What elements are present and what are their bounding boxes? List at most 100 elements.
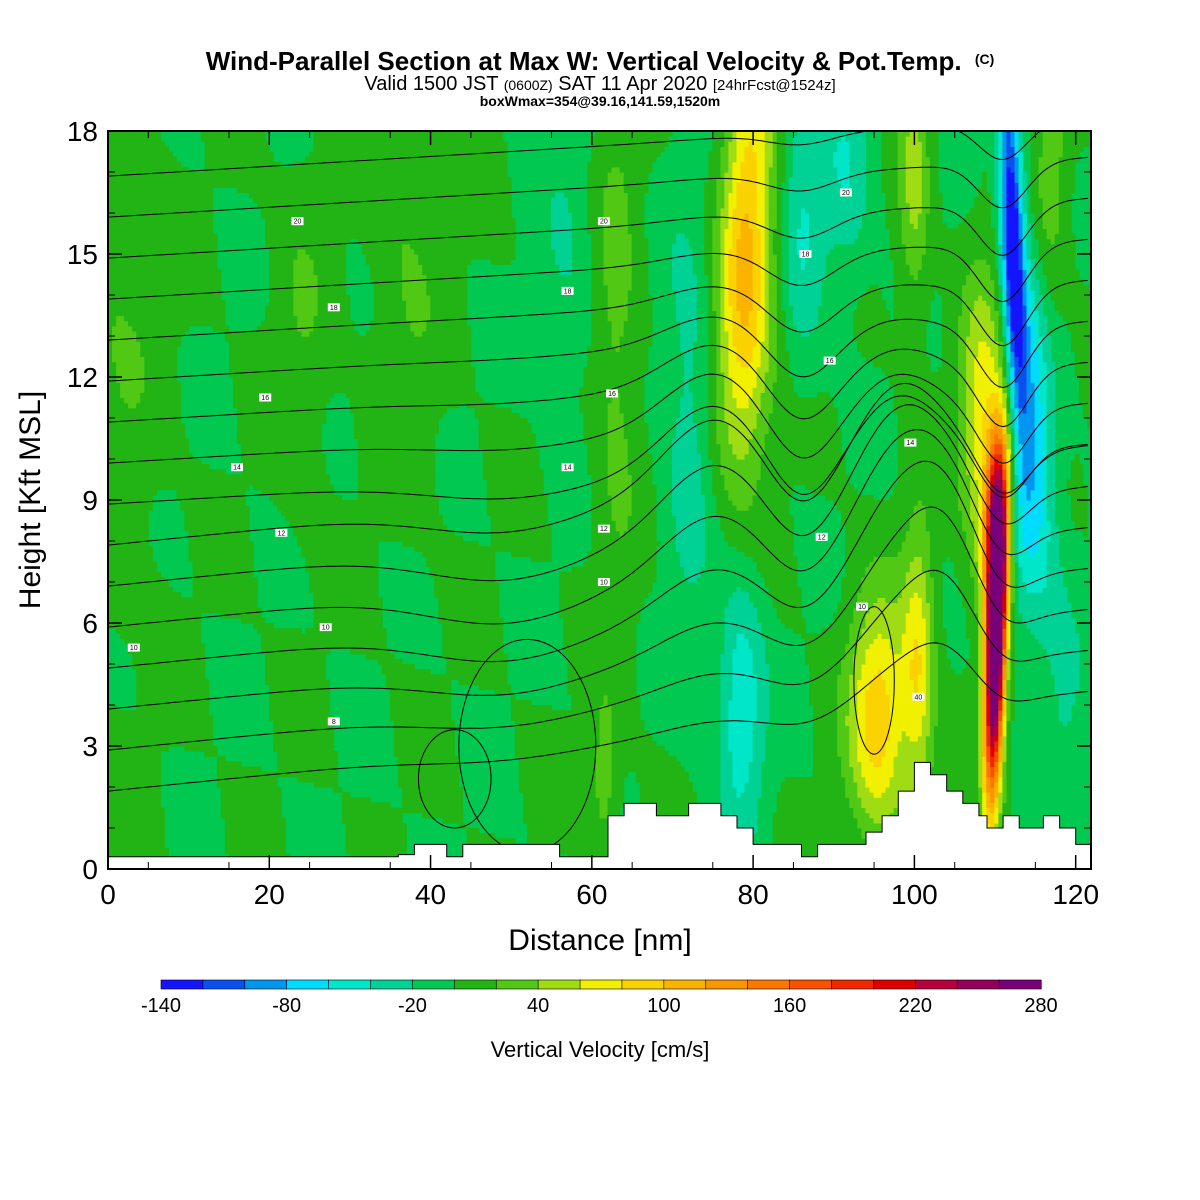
theta-contour — [108, 429, 1088, 628]
w-cell — [998, 807, 1003, 814]
w-cell — [353, 412, 443, 419]
w-cell — [998, 259, 1003, 265]
w-cell — [285, 515, 443, 522]
w-cell — [990, 520, 1003, 527]
w-cell — [1042, 351, 1052, 358]
w-cell — [809, 664, 842, 670]
w-cell — [458, 679, 508, 686]
w-cell — [752, 300, 762, 306]
w-cell — [297, 320, 314, 327]
w-cell — [313, 320, 355, 327]
w-cell — [720, 218, 730, 224]
w-cell — [1006, 597, 1011, 604]
w-cell — [611, 325, 625, 332]
y-tick-label: 0 — [82, 854, 98, 885]
w-cell — [845, 556, 874, 563]
w-cell — [1030, 346, 1036, 352]
w-cell — [921, 556, 931, 563]
w-cell — [116, 628, 202, 634]
w-cell — [293, 300, 319, 306]
w-cell — [736, 346, 754, 352]
w-cell — [752, 669, 770, 675]
w-cell — [994, 817, 999, 824]
w-cell — [720, 264, 725, 270]
w-cell — [591, 535, 657, 542]
w-cell — [978, 612, 983, 619]
w-cell — [756, 187, 766, 194]
w-cell — [518, 756, 596, 762]
w-cell — [748, 776, 762, 783]
w-cell — [1002, 787, 1007, 793]
w-cell — [442, 628, 504, 634]
w-cell — [905, 177, 923, 183]
w-cell — [764, 310, 770, 317]
w-cell — [1058, 705, 1072, 711]
w-cell — [672, 254, 693, 260]
w-cell — [108, 802, 161, 809]
w-cell — [982, 669, 987, 675]
w-cell — [720, 346, 730, 352]
w-cell — [1006, 402, 1011, 409]
w-cell — [1058, 699, 1076, 706]
w-cell — [591, 146, 665, 153]
w-cell — [760, 341, 770, 347]
w-cell — [265, 674, 327, 680]
w-cell — [1078, 387, 1091, 393]
w-cell — [1066, 479, 1084, 486]
w-cell — [764, 156, 774, 163]
w-cell — [108, 576, 165, 583]
w-cell — [623, 418, 645, 424]
w-cell — [970, 269, 991, 276]
w-cell — [240, 448, 323, 455]
w-cell — [587, 356, 649, 363]
w-cell — [1034, 289, 1040, 296]
w-cell — [913, 510, 927, 516]
w-cell — [1014, 556, 1020, 563]
w-cell — [925, 505, 959, 511]
w-cell — [108, 228, 214, 235]
w-cell — [611, 776, 625, 783]
w-cell — [728, 264, 738, 270]
w-cell — [293, 161, 508, 168]
w-cell — [514, 730, 601, 737]
w-cell — [1006, 315, 1011, 322]
w-cell — [921, 607, 931, 614]
w-cell — [1022, 474, 1036, 481]
w-cell — [672, 494, 705, 501]
w-cell — [966, 371, 975, 378]
w-cell — [857, 740, 866, 747]
w-cell — [974, 474, 983, 481]
w-cell — [1022, 202, 1028, 209]
w-cell — [1006, 694, 1011, 701]
w-cell — [986, 582, 991, 588]
w-cell — [974, 382, 999, 388]
w-cell — [1070, 459, 1080, 465]
w-cell — [849, 751, 858, 757]
w-cell — [108, 833, 165, 839]
w-cell — [1006, 602, 1011, 609]
w-cell — [990, 448, 995, 455]
w-cell — [788, 238, 798, 245]
w-cell — [1058, 202, 1072, 209]
w-cell — [986, 787, 995, 793]
w-cell — [406, 305, 431, 311]
w-cell — [1014, 474, 1020, 481]
w-cell — [857, 756, 870, 762]
w-cell — [1038, 156, 1060, 163]
w-cell — [108, 469, 226, 475]
w-cell — [672, 484, 701, 491]
w-cell — [1006, 423, 1011, 429]
w-cell — [925, 576, 935, 583]
w-cell — [958, 459, 967, 465]
w-cell — [1018, 228, 1024, 235]
w-cell — [1026, 264, 1032, 270]
w-cell — [978, 730, 983, 737]
w-cell — [724, 484, 758, 491]
w-cell — [933, 576, 943, 583]
w-cell — [966, 341, 979, 347]
w-cell — [849, 735, 858, 742]
w-cell — [1042, 469, 1048, 475]
w-cell — [857, 341, 927, 347]
w-cell — [982, 689, 987, 696]
w-cell — [752, 740, 766, 747]
